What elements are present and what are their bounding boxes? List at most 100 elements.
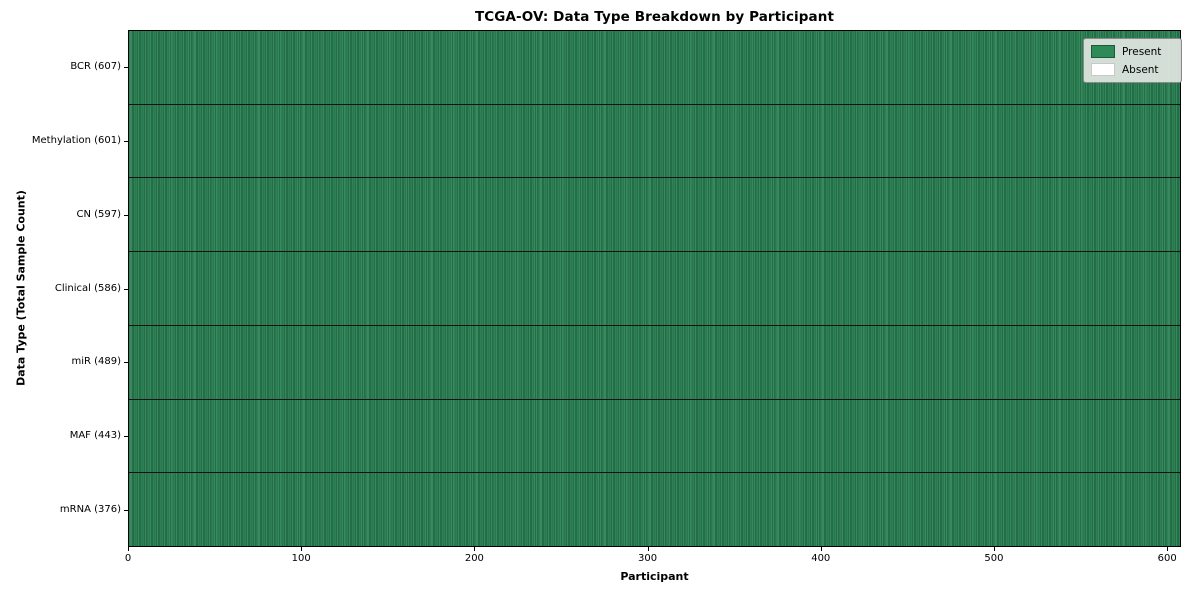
chart-title: TCGA-OV: Data Type Breakdown by Particip… bbox=[474, 9, 835, 25]
absent-stripe bbox=[361, 473, 366, 546]
absent-stripe bbox=[188, 105, 190, 178]
absent-stripe bbox=[269, 473, 271, 546]
absent-stripe bbox=[542, 473, 544, 546]
y-tick-mark bbox=[124, 214, 128, 216]
absent-stripe bbox=[808, 473, 810, 546]
absent-stripe bbox=[667, 400, 669, 473]
absent-stripe bbox=[615, 473, 617, 546]
absent-stripe bbox=[233, 326, 235, 399]
y-tick-label: BCR (607) bbox=[70, 60, 121, 72]
legend-swatch bbox=[1091, 45, 1115, 58]
absent-stripe bbox=[516, 400, 518, 473]
absent-stripe bbox=[501, 473, 503, 546]
absent-stripe bbox=[319, 326, 321, 399]
absent-stripe bbox=[539, 400, 542, 473]
absent-stripe bbox=[167, 400, 169, 473]
y-tick-mark bbox=[124, 140, 128, 142]
absent-stripe bbox=[150, 473, 155, 546]
absent-stripe bbox=[981, 252, 983, 325]
legend-entry: Present bbox=[1091, 45, 1173, 58]
row-BCR bbox=[129, 31, 1180, 104]
absent-stripe bbox=[993, 400, 995, 473]
y-tick-mark bbox=[124, 510, 128, 512]
absent-stripe bbox=[746, 473, 748, 546]
absent-stripe bbox=[214, 473, 216, 546]
absent-stripe bbox=[132, 326, 146, 399]
absent-stripe bbox=[1042, 326, 1044, 399]
absent-stripe bbox=[272, 400, 274, 473]
absent-stripe bbox=[228, 326, 230, 399]
absent-stripe bbox=[412, 400, 414, 473]
absent-stripe bbox=[395, 252, 398, 325]
y-tick-mark bbox=[124, 362, 128, 364]
absent-stripe bbox=[1078, 326, 1083, 399]
absent-stripe bbox=[236, 326, 238, 399]
row-CN bbox=[129, 177, 1180, 252]
absent-stripe bbox=[1071, 400, 1076, 473]
absent-stripe bbox=[1118, 473, 1120, 546]
absent-stripe bbox=[158, 473, 160, 546]
absent-stripe bbox=[995, 326, 1012, 399]
absent-stripe bbox=[893, 473, 903, 546]
absent-stripe bbox=[743, 400, 745, 473]
absent-stripe bbox=[132, 252, 146, 325]
absent-stripe bbox=[207, 326, 209, 399]
absent-stripe bbox=[585, 400, 587, 473]
absent-stripe bbox=[1038, 473, 1040, 546]
absent-stripe bbox=[252, 473, 254, 546]
absent-stripe bbox=[304, 400, 306, 473]
absent-stripe bbox=[941, 473, 943, 546]
absent-stripe bbox=[902, 400, 904, 473]
absent-stripe bbox=[188, 326, 191, 399]
absent-stripe bbox=[291, 326, 293, 399]
absent-stripe bbox=[686, 473, 696, 546]
x-tick-label: 500 bbox=[984, 553, 1004, 564]
row-Methylation bbox=[129, 103, 1180, 178]
absent-stripe bbox=[945, 326, 947, 399]
absent-stripe bbox=[317, 400, 319, 473]
absent-stripe bbox=[800, 178, 802, 251]
absent-stripe bbox=[184, 473, 189, 546]
absent-stripe bbox=[960, 473, 965, 546]
absent-stripe bbox=[829, 326, 831, 399]
absent-stripe bbox=[298, 326, 300, 399]
x-tick-label: 100 bbox=[291, 553, 311, 564]
absent-stripe bbox=[644, 473, 656, 546]
absent-stripe bbox=[898, 178, 901, 251]
absent-stripe bbox=[919, 400, 938, 473]
x-tick-label: 600 bbox=[1157, 553, 1177, 564]
absent-stripe bbox=[893, 326, 903, 399]
absent-stripe bbox=[1097, 400, 1099, 473]
absent-stripe bbox=[272, 326, 274, 399]
absent-stripe bbox=[1052, 473, 1071, 546]
absent-stripe bbox=[660, 400, 662, 473]
absent-stripe bbox=[195, 400, 200, 473]
absent-stripe bbox=[971, 473, 999, 546]
absent-stripe bbox=[1100, 326, 1102, 399]
absent-stripe bbox=[395, 473, 397, 546]
absent-stripe bbox=[478, 400, 480, 473]
absent-stripe bbox=[772, 400, 798, 473]
absent-stripe bbox=[1047, 326, 1057, 399]
absent-stripe bbox=[196, 473, 198, 546]
absent-stripe bbox=[580, 473, 582, 546]
y-tick-mark bbox=[124, 288, 128, 290]
absent-stripe bbox=[330, 473, 335, 546]
absent-stripe bbox=[793, 473, 795, 546]
absent-stripe bbox=[535, 326, 537, 399]
absent-stripe bbox=[632, 400, 635, 473]
absent-stripe bbox=[407, 400, 409, 473]
absent-stripe bbox=[1147, 326, 1156, 399]
absent-stripe bbox=[693, 326, 695, 399]
y-tick-label: Clinical (586) bbox=[54, 282, 121, 294]
absent-stripe bbox=[765, 400, 767, 473]
absent-stripe bbox=[886, 400, 891, 473]
absent-stripe bbox=[521, 326, 523, 399]
absent-stripe bbox=[563, 326, 568, 399]
row-mRNA bbox=[129, 472, 1180, 547]
absent-stripe bbox=[668, 105, 670, 178]
absent-stripe bbox=[1092, 326, 1094, 399]
absent-stripe bbox=[710, 473, 712, 546]
absent-stripe bbox=[846, 473, 848, 546]
